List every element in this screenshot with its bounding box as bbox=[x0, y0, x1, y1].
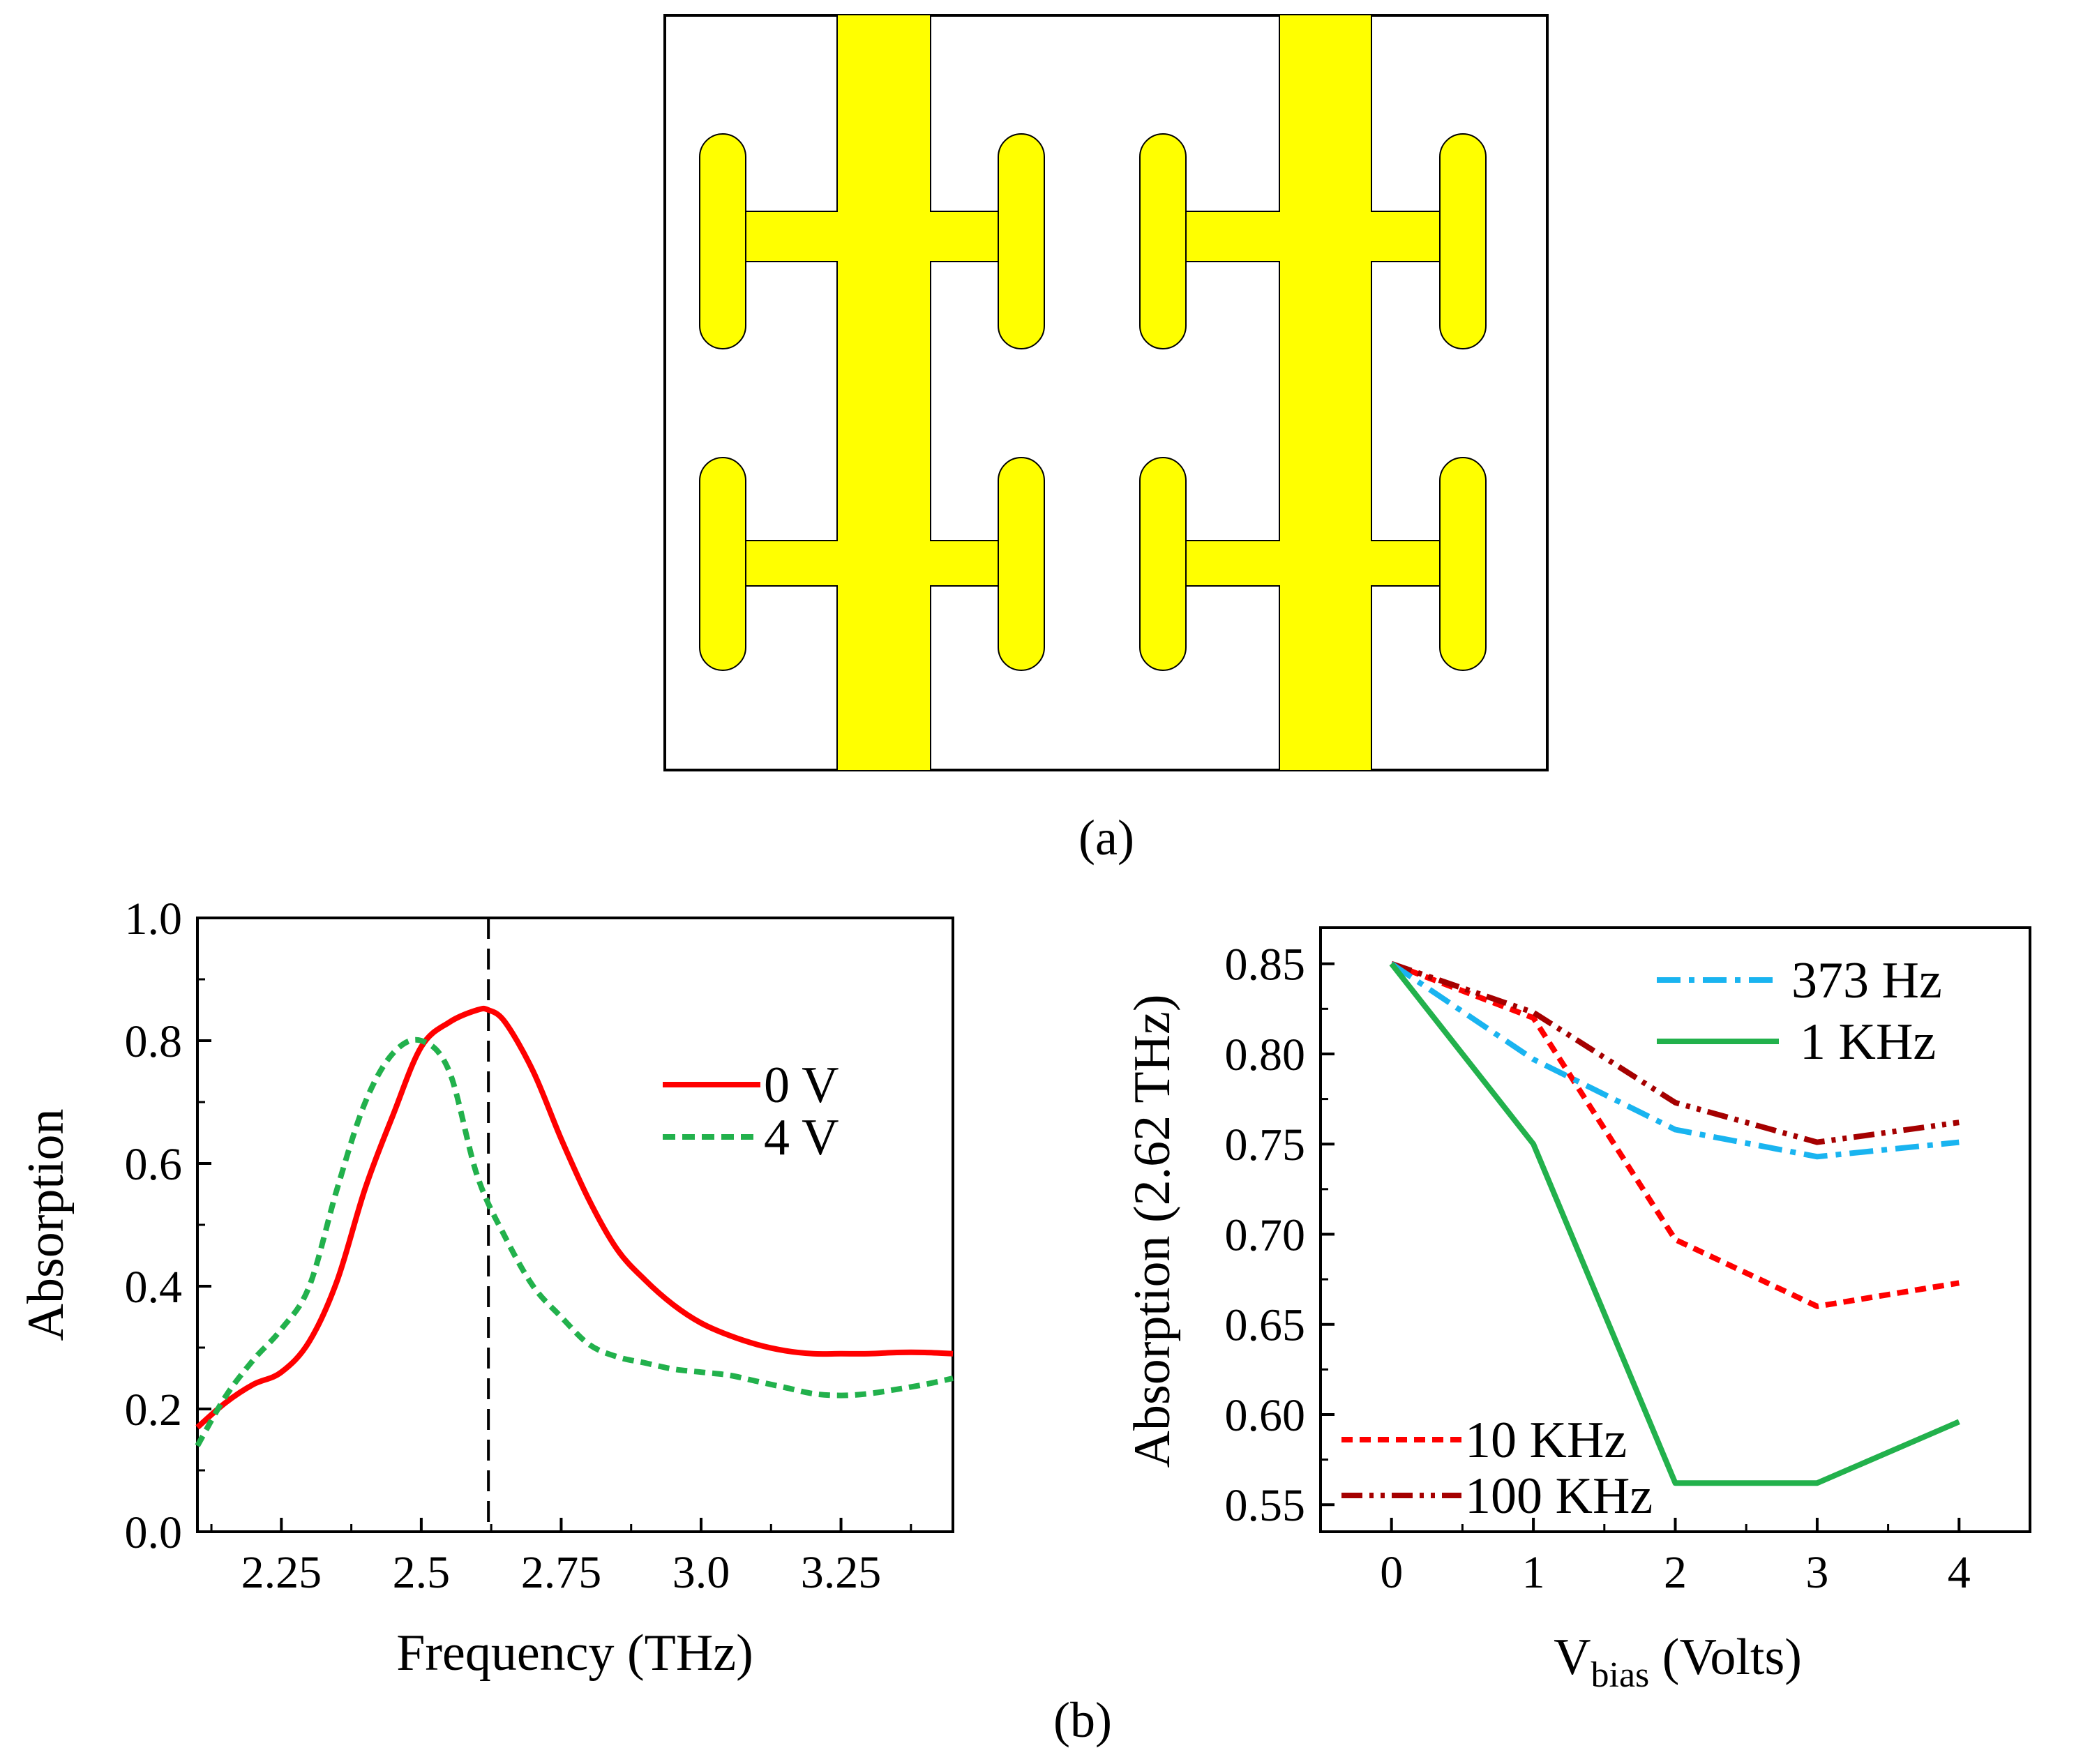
series-line-1khz bbox=[1389, 962, 1960, 1486]
y-tick-label-right: 0.80 bbox=[1225, 1030, 1306, 1080]
panel-label-b: (b) bbox=[1053, 1692, 1112, 1748]
y-tick-label-right: 0.85 bbox=[1225, 940, 1306, 990]
y-tick-label-left: 0.2 bbox=[125, 1385, 183, 1435]
series-line-4v bbox=[195, 1036, 954, 1447]
legend-label-10khz: 10 KHz bbox=[1465, 1412, 1627, 1469]
arm-join-1-2 bbox=[1000, 213, 1043, 260]
x-tick-label-right: 1 bbox=[1522, 1547, 1545, 1598]
x-axis-label-subscript: bias bbox=[1591, 1655, 1650, 1695]
y-axis-label-right: Absorption (2.62 THz) bbox=[1124, 995, 1181, 1468]
y-tick-label-left: 0.8 bbox=[125, 1016, 183, 1067]
x-tick-label-left: 2.5 bbox=[393, 1547, 451, 1598]
y-tick-label-left: 0.0 bbox=[125, 1507, 183, 1558]
legend-label-373hz: 373 Hz bbox=[1791, 952, 1942, 1009]
series-line-10khz bbox=[1390, 960, 1960, 1309]
series-line-0v bbox=[195, 1005, 954, 1430]
legend-left: 0 V 4 V bbox=[663, 1057, 839, 1166]
y-tick-label-right: 0.55 bbox=[1225, 1480, 1306, 1531]
x-axis-label-right: Vbias (Volts) bbox=[1554, 1629, 1802, 1695]
y-axis-label-left: Absorption bbox=[17, 1109, 75, 1341]
absorption-vs-bias-chart: 0 1 2 3 4 0.55 0.60 0.65 0.70 0.75 0.80 0.85 Absorp… bbox=[1124, 926, 2031, 1695]
x-axis-label-left: Frequency (THz) bbox=[396, 1624, 753, 1682]
x-tick-label-left: 2.75 bbox=[521, 1547, 602, 1598]
series-line-100khz bbox=[1390, 960, 1960, 1145]
metasurface-schematic bbox=[663, 14, 1549, 771]
y-tick-label-right: 0.70 bbox=[1225, 1209, 1306, 1260]
y-tick-label-left: 0.4 bbox=[125, 1262, 183, 1313]
x-tick-label-left: 3.0 bbox=[672, 1547, 730, 1598]
x-tick-label-right: 0 bbox=[1380, 1547, 1403, 1598]
arm-join-3-1 bbox=[701, 542, 744, 585]
x-axis-label-unit: (Volts) bbox=[1649, 1629, 1802, 1686]
x-tick-label-left: 3.25 bbox=[801, 1547, 882, 1598]
legend-right-bottom: 10 KHz 100 KHz bbox=[1341, 1412, 1653, 1525]
plot-frame-left bbox=[196, 917, 954, 1533]
y-tick-label-left: 1.0 bbox=[125, 894, 183, 944]
y-tick-label-right: 0.65 bbox=[1225, 1300, 1306, 1351]
legend-right-top: 373 Hz 1 KHz bbox=[1657, 952, 1942, 1071]
y-tick-label-right: 0.60 bbox=[1225, 1390, 1306, 1441]
x-tick-label-left: 2.25 bbox=[241, 1547, 322, 1598]
legend-label-100khz: 100 KHz bbox=[1465, 1468, 1653, 1525]
x-axis-label-v: V bbox=[1554, 1629, 1591, 1686]
panel-label-a: (a) bbox=[1078, 810, 1134, 866]
arm-join-3-2 bbox=[1000, 542, 1043, 585]
legend-label-1khz: 1 KHz bbox=[1800, 1013, 1936, 1071]
metal-strip-fill-1 bbox=[838, 15, 930, 770]
legend-label-0v: 0 V bbox=[764, 1057, 839, 1114]
arm-join-2-2 bbox=[1441, 213, 1484, 260]
arm-join-4-2 bbox=[1441, 542, 1484, 585]
y-tick-label-right: 0.75 bbox=[1225, 1120, 1306, 1170]
arm-join-1-1 bbox=[701, 213, 744, 260]
arm-join-2-1 bbox=[1141, 213, 1185, 260]
substrate-frame bbox=[663, 14, 1549, 771]
absorption-spectrum-chart: 2.25 2.5 2.75 3.0 3.25 0.0 0.2 0.4 0.6 0.8 1.0 Abs… bbox=[17, 894, 954, 1682]
arm-join-4-1 bbox=[1141, 542, 1185, 585]
y-tick-label-left: 0.6 bbox=[125, 1139, 183, 1190]
series-line-373hz bbox=[1390, 961, 1960, 1160]
x-tick-label-right: 4 bbox=[1948, 1547, 1971, 1598]
metal-strip-fill-2 bbox=[1280, 15, 1371, 770]
x-tick-label-right: 3 bbox=[1805, 1547, 1828, 1598]
legend-label-4v: 4 V bbox=[764, 1109, 839, 1166]
x-tick-label-right: 2 bbox=[1664, 1547, 1687, 1598]
